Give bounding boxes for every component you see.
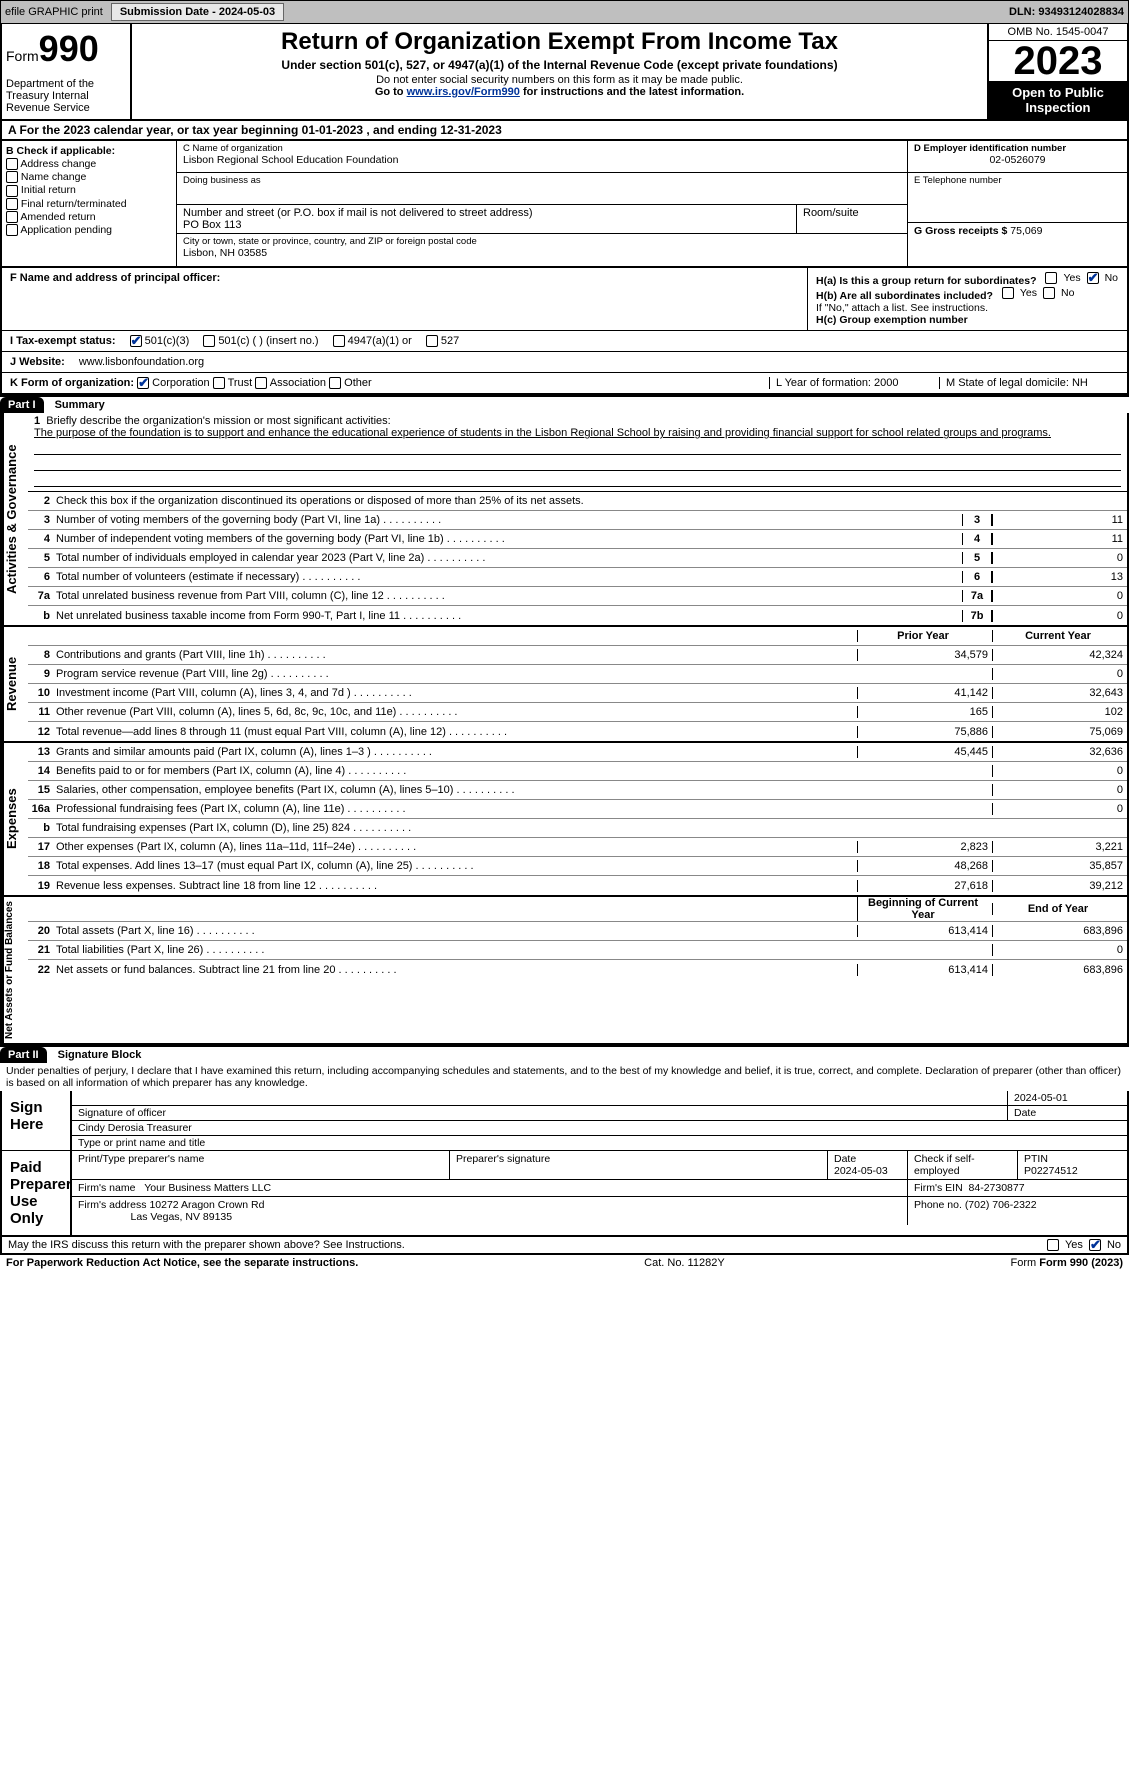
- application-pending-checkbox[interactable]: [6, 224, 18, 236]
- ha-no-checkbox[interactable]: [1087, 272, 1099, 284]
- other-checkbox[interactable]: [329, 377, 341, 389]
- year-formation: L Year of formation: 2000: [769, 377, 939, 389]
- efile-toolbar: efile GRAPHIC print Submission Date - 20…: [0, 0, 1129, 24]
- 4947-checkbox[interactable]: [333, 335, 345, 347]
- submission-date-button[interactable]: Submission Date - 2024-05-03: [111, 3, 284, 21]
- ein: 02-0526079: [914, 154, 1121, 166]
- part1-title: Summary: [55, 399, 105, 411]
- 501c3-checkbox[interactable]: [130, 335, 142, 347]
- open-inspection: Open to Public Inspection: [989, 81, 1127, 119]
- line-6: 6 Total number of volunteers (estimate i…: [28, 568, 1127, 587]
- line-4: 4 Number of independent voting members o…: [28, 530, 1127, 549]
- expenses-block: Expenses 13 Grants and similar amounts p…: [0, 743, 1129, 897]
- officer-group-row: F Name and address of principal officer:…: [0, 268, 1129, 331]
- line-3: 3 Number of voting members of the govern…: [28, 511, 1127, 530]
- final-return-checkbox[interactable]: [6, 198, 18, 210]
- firm-ein: 84-2730877: [969, 1182, 1025, 1194]
- line-11: 11 Other revenue (Part VIII, column (A),…: [28, 703, 1127, 722]
- initial-return-checkbox[interactable]: [6, 185, 18, 197]
- perjury-declaration: Under penalties of perjury, I declare th…: [0, 1063, 1129, 1091]
- form-title: Return of Organization Exempt From Incom…: [140, 28, 979, 56]
- line-19: 19 Revenue less expenses. Subtract line …: [28, 876, 1127, 895]
- discuss-no-checkbox[interactable]: [1089, 1239, 1101, 1251]
- 501c-checkbox[interactable]: [203, 335, 215, 347]
- officer-caption: F Name and address of principal officer:: [10, 272, 220, 284]
- discuss-row: May the IRS discuss this return with the…: [0, 1237, 1129, 1255]
- part2-title: Signature Block: [58, 1049, 142, 1061]
- line-9: 9 Program service revenue (Part VIII, li…: [28, 665, 1127, 684]
- discuss-yes-checkbox[interactable]: [1047, 1239, 1059, 1251]
- identification-block: B Check if applicable: Address change Na…: [0, 141, 1129, 268]
- line-8: 8 Contributions and grants (Part VIII, l…: [28, 646, 1127, 665]
- line-7b: b Net unrelated business taxable income …: [28, 606, 1127, 625]
- line-22: 22 Net assets or fund balances. Subtract…: [28, 960, 1127, 979]
- street-address: PO Box 113: [183, 219, 790, 231]
- form-of-org-row: K Form of organization: Corporation Trus…: [0, 373, 1129, 395]
- gross-receipts: 75,069: [1010, 225, 1042, 237]
- ha-yes-checkbox[interactable]: [1045, 272, 1057, 284]
- part1-header: Part I: [0, 397, 44, 413]
- dln-label: DLN: 93493124028834: [1009, 6, 1124, 18]
- amended-return-checkbox[interactable]: [6, 211, 18, 223]
- irs-link[interactable]: www.irs.gov/Form990: [407, 86, 520, 98]
- association-checkbox[interactable]: [255, 377, 267, 389]
- tax-year: 2023: [989, 41, 1127, 81]
- netassets-block: Net Assets or Fund Balances Beginning of…: [0, 897, 1129, 1045]
- line-13: 13 Grants and similar amounts paid (Part…: [28, 743, 1127, 762]
- line-20: 20 Total assets (Part X, line 16) 613,41…: [28, 922, 1127, 941]
- col-b-checkboxes: B Check if applicable: Address change Na…: [2, 141, 177, 266]
- header-sub1: Under section 501(c), 527, or 4947(a)(1)…: [140, 58, 979, 72]
- line-b: b Total fundraising expenses (Part IX, c…: [28, 819, 1127, 838]
- line-10: 10 Investment income (Part VIII, column …: [28, 684, 1127, 703]
- header-sub3: Go to www.irs.gov/Form990 for instructio…: [140, 86, 979, 98]
- line-18: 18 Total expenses. Add lines 13–17 (must…: [28, 857, 1127, 876]
- address-change-checkbox[interactable]: [6, 158, 18, 170]
- 527-checkbox[interactable]: [426, 335, 438, 347]
- line-5: 5 Total number of individuals employed i…: [28, 549, 1127, 568]
- efile-label: efile GRAPHIC print: [5, 6, 103, 18]
- header-sub2: Do not enter social security numbers on …: [140, 74, 979, 86]
- website-value: www.lisbonfoundation.org: [79, 356, 204, 368]
- org-name-caption: C Name of organization: [183, 143, 901, 154]
- activities-governance: Activities & Governance 1 Briefly descri…: [0, 413, 1129, 627]
- part2-header: Part II: [0, 1047, 47, 1063]
- trust-checkbox[interactable]: [213, 377, 225, 389]
- dept-label: Department of the Treasury Internal Reve…: [6, 78, 126, 114]
- line-16a: 16a Professional fundraising fees (Part …: [28, 800, 1127, 819]
- line-7a: 7a Total unrelated business revenue from…: [28, 587, 1127, 606]
- officer-name: Cindy Derosia Treasurer: [72, 1121, 1127, 1136]
- dba-caption: Doing business as: [183, 175, 901, 186]
- mission-text: The purpose of the foundation is to supp…: [34, 427, 1121, 439]
- website-row: J Website: www.lisbonfoundation.org: [0, 352, 1129, 373]
- tax-year-period: A For the 2023 calendar year, or tax yea…: [0, 121, 1129, 141]
- line-12: 12 Total revenue—add lines 8 through 11 …: [28, 722, 1127, 741]
- page-footer: For Paperwork Reduction Act Notice, see …: [0, 1255, 1129, 1271]
- form-number: Form990: [6, 28, 126, 70]
- revenue-block: Revenue Prior Year Current Year 8 Contri…: [0, 627, 1129, 743]
- tax-exempt-status-row: I Tax-exempt status: 501(c)(3) 501(c) ( …: [0, 331, 1129, 352]
- hb-no-checkbox[interactable]: [1043, 287, 1055, 299]
- line-15: 15 Salaries, other compensation, employe…: [28, 781, 1127, 800]
- line-17: 17 Other expenses (Part IX, column (A), …: [28, 838, 1127, 857]
- org-name: Lisbon Regional School Education Foundat…: [183, 154, 901, 166]
- signature-block: Sign Here 2024-05-01 Signature of office…: [0, 1091, 1129, 1237]
- firm-name: Your Business Matters LLC: [144, 1182, 271, 1194]
- form-header: Form990 Department of the Treasury Inter…: [0, 24, 1129, 121]
- name-change-checkbox[interactable]: [6, 171, 18, 183]
- corporation-checkbox[interactable]: [137, 377, 149, 389]
- hb-yes-checkbox[interactable]: [1002, 287, 1014, 299]
- line-21: 21 Total liabilities (Part X, line 26) 0: [28, 941, 1127, 960]
- ptin: P02274512: [1024, 1165, 1078, 1177]
- firm-phone: (702) 706-2322: [965, 1199, 1037, 1211]
- state-domicile: M State of legal domicile: NH: [939, 377, 1119, 389]
- city-state-zip: Lisbon, NH 03585: [183, 247, 901, 259]
- line-14: 14 Benefits paid to or for members (Part…: [28, 762, 1127, 781]
